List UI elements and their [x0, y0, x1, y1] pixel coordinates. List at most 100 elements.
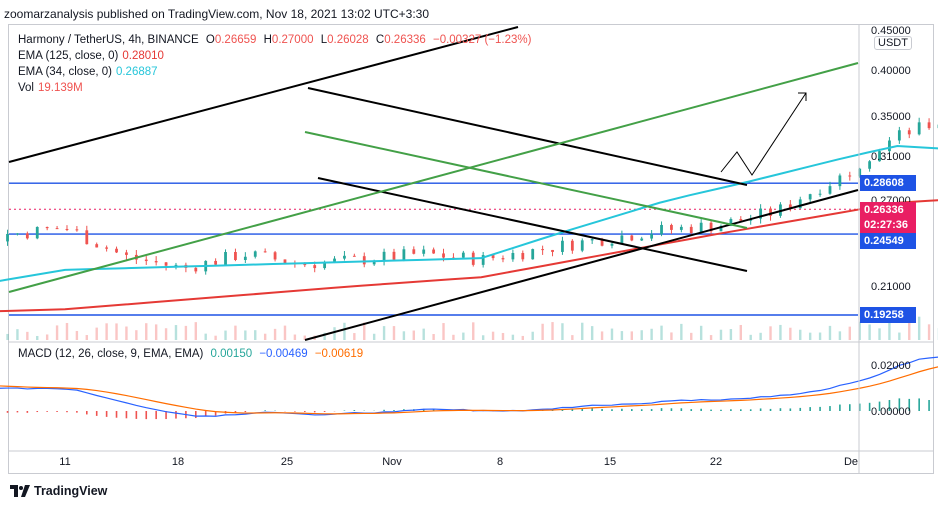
volume-bar [630, 331, 633, 340]
trend-line [304, 131, 748, 229]
volume-bar [640, 330, 643, 340]
volume-bar [878, 328, 881, 340]
candle-body [798, 199, 802, 209]
macd-hist-value: 0.00150 [210, 348, 253, 360]
volume-bar [769, 326, 772, 340]
vol-value: 19.139M [38, 82, 83, 94]
time-tick-label: 18 [172, 456, 184, 468]
volume-bar [154, 324, 158, 340]
volume-bar [759, 332, 762, 340]
price-tick-label: 0.21000 [871, 281, 911, 293]
candle-body [95, 244, 99, 248]
candle-body [868, 161, 872, 169]
candle-body [45, 226, 49, 229]
candle-body [808, 194, 812, 200]
volume-bar [581, 322, 584, 340]
candle-body [461, 252, 465, 258]
time-tick-label: 22 [710, 456, 722, 468]
volume-bar [590, 326, 594, 340]
volume-bar [432, 334, 435, 340]
price-tag-label: 0.26336 [860, 202, 916, 218]
candle-body [382, 251, 386, 262]
candle-body [6, 233, 9, 242]
volume-bar [194, 322, 197, 340]
candle-body [481, 255, 485, 265]
candle-body [888, 140, 891, 152]
candle-body [689, 226, 693, 234]
trend-line [8, 26, 519, 163]
price-tag-label: 0.19258 [860, 307, 916, 323]
ema34-line [0, 144, 938, 282]
legend-macd: MACD (12, 26, close, 9, EMA, EMA) 0.0015… [18, 348, 367, 360]
volume-bar [531, 331, 534, 340]
volume-bar [610, 328, 614, 340]
currency-badge[interactable]: USDT [874, 36, 912, 50]
candle-body [402, 249, 406, 260]
volume-bar [45, 334, 49, 340]
candle-body [323, 261, 327, 269]
volume-bar [462, 332, 465, 340]
legend-symbol-row: Harmony / TetherUS, 4h, BINANCE O0.26659… [18, 34, 535, 46]
price-tag-label: 02:27:36 [860, 217, 916, 233]
candle-body [541, 249, 545, 251]
volume-bar [135, 330, 138, 340]
time-tick-label: Nov [382, 456, 402, 468]
candle-body [561, 240, 564, 252]
volume-bar [481, 335, 485, 340]
candle-body [392, 251, 396, 260]
candle-body [263, 251, 267, 253]
ema125-value: 0.28010 [122, 50, 164, 62]
candle-body [699, 222, 703, 234]
candle-body [917, 122, 921, 135]
projection-path [720, 92, 807, 176]
volume-bar [452, 334, 455, 340]
candle-body [105, 247, 109, 249]
volume-bar [343, 322, 346, 340]
volume-bar [749, 334, 752, 340]
axes: 0.45000 0.40000 0.35000 0.31000 0.27000 0.210… [9, 24, 934, 474]
chart-frame[interactable] [8, 24, 934, 474]
volume-bar [908, 308, 911, 340]
candle-body [55, 228, 59, 230]
volume-bar [85, 335, 88, 340]
volume-bar [491, 331, 495, 340]
volume-bar [75, 330, 79, 340]
volume-bar [690, 332, 693, 340]
volume-bar [838, 331, 842, 340]
volume-bar [739, 324, 742, 340]
candle-body [164, 262, 168, 266]
candle-body [442, 253, 445, 258]
volume-bar [927, 324, 931, 340]
volume-bar [263, 333, 267, 340]
candle-body [670, 224, 673, 230]
candle-body [897, 130, 901, 141]
low-label: L [320, 34, 328, 46]
candle-body [214, 260, 218, 265]
candle-body [650, 234, 654, 239]
candle-body [521, 252, 525, 260]
candle-body [848, 175, 852, 177]
low-value: 0.26028 [327, 34, 369, 46]
volume-bar [709, 335, 713, 340]
volume-bar [333, 327, 336, 340]
volume-bar [55, 325, 59, 340]
legend-volume: Vol 19.139M [18, 82, 87, 94]
volume-bar [650, 328, 653, 340]
trend-lines [8, 26, 859, 341]
candle-body [283, 259, 287, 264]
volume-bar [412, 330, 415, 340]
candle-body [580, 240, 584, 251]
candle-body [243, 256, 247, 260]
volume-bar [422, 328, 425, 340]
candle-body [729, 219, 733, 226]
candle-body [679, 226, 683, 230]
volume-bar [26, 331, 29, 340]
candles [6, 117, 938, 275]
price-tick-label: 0.40000 [871, 65, 911, 77]
open-label: O [205, 34, 215, 46]
candle-body [907, 130, 911, 135]
price-tick-label: 0.31000 [871, 151, 911, 163]
candle-body [838, 175, 842, 187]
volume-bar [858, 321, 861, 340]
